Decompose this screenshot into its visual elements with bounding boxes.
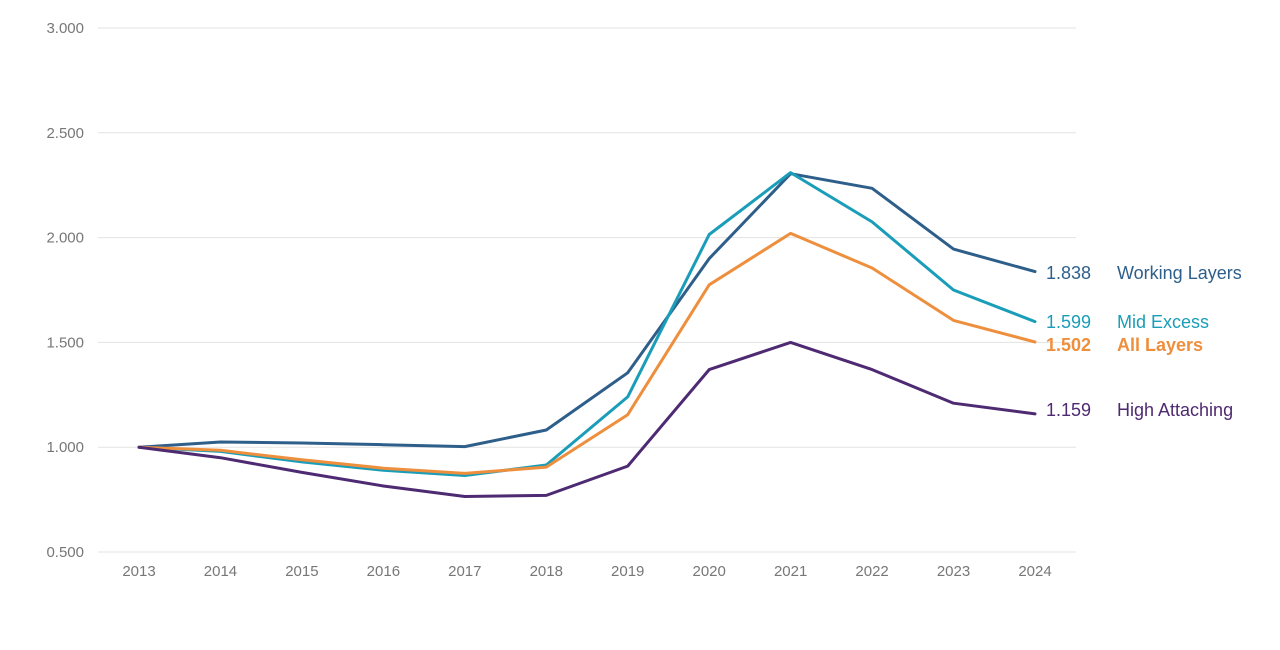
x-tick-label: 2018 [530,563,563,580]
x-tick-label: 2024 [1018,563,1051,580]
x-tick-label: 2017 [448,563,481,580]
y-tick-label: 2.000 [46,230,84,247]
x-tick-label: 2013 [122,563,155,580]
x-tick-label: 2023 [937,563,970,580]
x-tick-label: 2022 [855,563,888,580]
legend-label-mid-excess: Mid Excess [1117,312,1209,332]
series-line-high-attaching [137,340,1037,498]
series-line-all-layers [137,231,1037,475]
y-tick-label: 1.000 [46,439,84,456]
x-tick-label: 2019 [611,563,644,580]
series-line-working-layers [137,172,1037,449]
y-axis: 0.500 1.000 1.500 2.000 2.500 3.000 [46,20,84,561]
end-value-high-attaching: 1.159 [1046,400,1091,420]
x-axis: 2013 2014 2015 2016 2017 2018 2019 2020 2021 2022… [122,563,1051,580]
legend-label-working-layers: Working Layers [1117,263,1242,283]
end-labels: 1.838 Working Layers 1.599 Mid Excess 1.502 A… [1046,263,1242,420]
x-tick-label: 2020 [692,563,725,580]
end-value-working-layers: 1.838 [1046,263,1091,283]
legend-label-high-attaching: High Attaching [1117,400,1233,420]
y-tick-label: 1.500 [46,334,84,351]
x-tick-label: 2021 [774,563,807,580]
y-tick-label: 2.500 [46,125,84,142]
legend-label-all-layers: All Layers [1117,335,1203,355]
grid-lines [98,27,1076,553]
series-lines [137,171,1037,498]
end-value-all-layers: 1.502 [1046,335,1091,355]
end-value-mid-excess: 1.599 [1046,312,1091,332]
x-tick-label: 2015 [285,563,318,580]
y-tick-label: 0.500 [46,544,84,561]
series-line-mid-excess [137,171,1037,477]
y-tick-label: 3.000 [46,20,84,37]
x-tick-label: 2014 [204,563,237,580]
x-tick-label: 2016 [367,563,400,580]
